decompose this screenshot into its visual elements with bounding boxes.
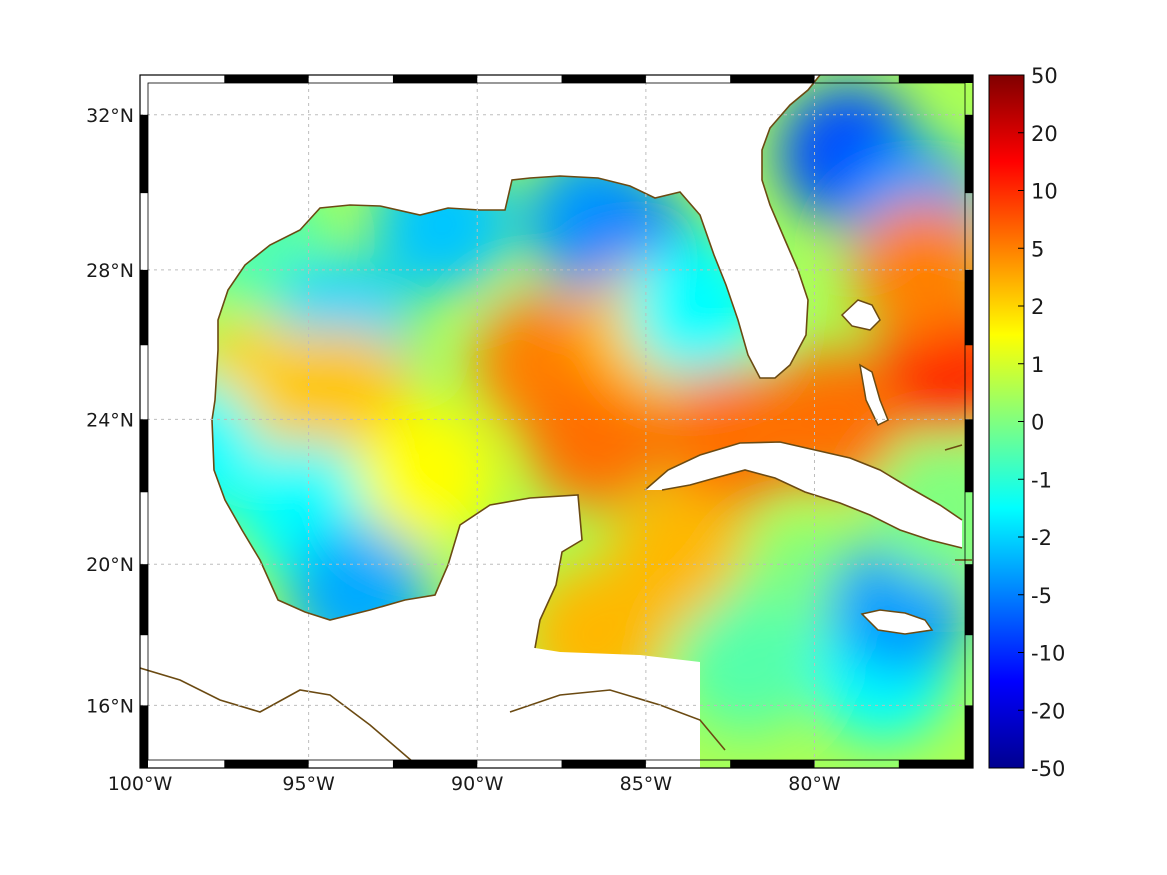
border-segment-right [965,564,973,636]
land-jamaica [860,609,934,635]
land-bahamas-1 [840,299,881,331]
colorbar-tick-label: 20 [1031,122,1058,146]
colorbar-tick-label: -10 [1031,642,1065,666]
land-north-america [140,75,820,430]
field-cell [356,404,497,545]
border-segment-left [140,419,148,493]
colorbar-tick-label: 1 [1031,353,1044,377]
colorbar-tick-label: -2 [1031,526,1052,550]
field-cell [525,367,666,508]
latitude-tick-label: 16°N [86,695,134,717]
colorbar-tick-label: 5 [1031,237,1044,261]
longitude-tick-label: 80°W [788,773,841,795]
border-segment-left [140,705,148,768]
border-segment-bottom [392,760,478,768]
coastline-central-america [140,667,421,768]
border-segment-top [561,75,646,83]
inner-frame [147,82,966,761]
latitude-tick-label: 24°N [86,409,134,431]
border-segment-bottom [224,760,309,768]
border-segment-left [140,564,148,636]
land-mexico [140,420,700,768]
colorbar-tick-label: -20 [1031,699,1065,723]
border-segment-bottom [898,760,973,768]
coastlines [140,75,972,768]
graticule-grid [139,75,973,768]
latitude-tick-label: 28°N [86,260,134,282]
coastline-hispaniola [944,444,972,561]
border-segment-right [965,269,973,346]
coastline-mexico [211,419,583,649]
map-border-ticks [140,75,973,768]
border-segment-right [965,705,973,768]
colorbar-tick-label: -1 [1031,468,1052,492]
latitude-tick-label: 20°N [86,554,134,576]
longitude-tick-label: 85°W [620,773,673,795]
longitude-tick-label: 100°W [108,773,173,795]
colorbar-tick-label: 50 [1031,64,1058,88]
colorbar-tick-label: -5 [1031,584,1052,608]
land-cuba [645,442,962,548]
border-segment-bottom [730,760,815,768]
latitude-tick-label: 32°N [86,105,134,127]
border-segment-top [730,75,815,83]
coastline-cuba [644,441,963,549]
border-segment-top [392,75,478,83]
colorbar-tick-label: 10 [1031,180,1058,204]
border-segment-right [965,419,973,493]
border-segment-left [140,269,148,346]
land-bahamas-2 [858,363,889,427]
ocean-field [140,75,973,768]
border-segment-top [898,75,973,83]
land-masks [140,75,962,768]
colorbar-tick-label: 0 [1031,411,1044,435]
colorbar-tick-label: 2 [1031,295,1044,319]
border-segment-left [140,114,148,194]
longitude-labels: 100°W 95°W 90°W 85°W 80°W [108,773,841,795]
border-segment-top [224,75,309,83]
coastline-honduras [509,689,726,751]
longitude-tick-label: 90°W [451,773,504,795]
latitude-labels: 32°N 28°N 24°N 20°N 16°N [86,105,134,718]
field-cell [677,593,818,734]
colorbar-tick-label: -50 [1031,757,1065,781]
border-segment-bottom [561,760,646,768]
coastline-us [211,75,821,421]
border-segment-right [965,114,973,194]
longitude-tick-label: 95°W [282,773,335,795]
